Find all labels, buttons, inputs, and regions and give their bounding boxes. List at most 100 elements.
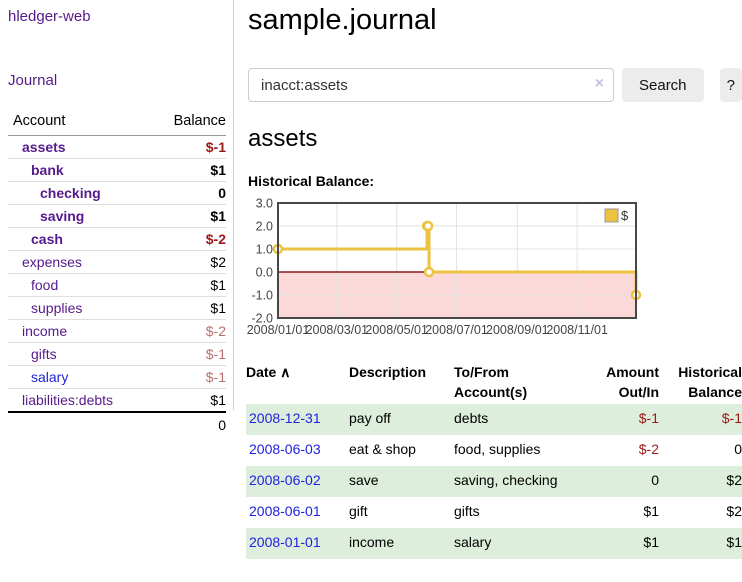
sidebar-account-link[interactable]: supplies [31, 300, 83, 316]
account-name-cell: income [8, 319, 154, 343]
date-cell: 2008-06-01 [246, 497, 349, 528]
date-header-label: Date [246, 364, 277, 380]
account-name-cell: cash [8, 227, 154, 251]
balance-column-header-register[interactable]: Historical Balance [659, 360, 742, 404]
y-tick-label: -2.0 [251, 312, 273, 326]
account-name-cell: bank [8, 158, 154, 182]
account-name-cell: checking [8, 181, 154, 205]
balance-chart-svg: 3.0 2.0 1.0 0.0 -1.0 -2.02008/01/012008/03/01… [247, 197, 642, 337]
search-button[interactable]: Search [622, 68, 704, 102]
date-column-header[interactable]: Date ∧ [246, 360, 349, 404]
balance-cell: $2 [726, 472, 742, 488]
register-table-header: Date ∧ Description To/From Account(s) Am… [246, 360, 742, 404]
sidebar-item-journal[interactable]: Journal [8, 72, 58, 89]
spacer-cell [8, 411, 154, 436]
account-balance: $-1 [205, 139, 226, 155]
description-column-header[interactable]: Description [349, 364, 427, 380]
account-name-cell: liabilities:debts [8, 388, 154, 412]
accounts-cell: salary [454, 534, 492, 550]
register-row: 2008-12-31 pay off debts $-1 $-1 [246, 404, 742, 435]
sidebar-account-link[interactable]: expenses [22, 254, 82, 270]
balance-cell: $-1 [721, 410, 742, 426]
x-tick-label: 2008/07/01 [425, 323, 488, 337]
x-tick-label: 2008/03/01 [306, 323, 369, 337]
amount-column-header[interactable]: Amount Out/In [584, 360, 659, 404]
sidebar-account-link[interactable]: checking [40, 185, 101, 201]
accounts-column-header[interactable]: To/From Account(s) [454, 360, 584, 404]
account-row: bank $1 [8, 158, 226, 182]
amount-cell: $1 [643, 534, 659, 550]
register-row: 2008-06-03 eat & shop food, supplies $-2 0 [246, 435, 742, 466]
sidebar-account-link[interactable]: income [22, 323, 68, 339]
account-row: assets $-1 [8, 136, 226, 159]
account-row: supplies $1 [8, 296, 226, 320]
clear-search-icon[interactable]: × [594, 75, 604, 92]
help-button[interactable]: ? [719, 68, 742, 102]
balance-header-line1: Historical [678, 364, 742, 380]
balance-chart: 3.0 2.0 1.0 0.0 -1.0 -2.0 2008/01/01 2008/03/01… [246, 197, 742, 344]
transaction-date-link[interactable]: 2008-06-01 [249, 503, 321, 519]
account-row: food $1 [8, 273, 226, 297]
description-cell: pay off [349, 410, 391, 426]
chart-border [277, 202, 637, 319]
accounts-total-value: 0 [153, 411, 226, 436]
account-balance: $1 [153, 204, 226, 228]
account-name-cell: gifts [8, 342, 154, 366]
date-cell: 2008-01-01 [246, 528, 349, 559]
register-row: 2008-06-01 gift gifts $1 $2 [246, 497, 742, 528]
page-title: sample.journal [248, 4, 437, 36]
transaction-date-link[interactable]: 2008-06-03 [249, 441, 321, 457]
sort-ascending-icon: ∧ [280, 364, 291, 380]
search-form: × Search ? [246, 68, 742, 102]
balance-header-line2: Balance [688, 384, 742, 400]
sidebar-account-link[interactable]: saving [40, 208, 85, 224]
account-balance: $1 [153, 273, 226, 297]
account-balance: $2 [153, 250, 226, 274]
balance-cell: 0 [734, 441, 742, 457]
search-input[interactable] [248, 68, 614, 102]
balance-cell: $2 [726, 503, 742, 519]
account-row: liabilities:debts $1 [8, 388, 226, 412]
transaction-date-link[interactable]: 2008-01-01 [249, 534, 321, 550]
search-box: × [248, 68, 614, 102]
accounts-total-row: 0 [8, 411, 226, 436]
register-row: 2008-01-01 income salary $1 $1 [246, 528, 742, 559]
accounts-header-line2: Account(s) [454, 384, 528, 400]
x-tick-label: 2008/11/01 [546, 323, 608, 337]
sidebar-account-link[interactable]: assets [22, 139, 66, 155]
sidebar-account-link[interactable]: liabilities:debts [22, 392, 114, 408]
legend-swatch [604, 208, 619, 223]
transaction-date-link[interactable]: 2008-06-02 [249, 472, 321, 488]
y-tick-label: 1.0 [256, 243, 273, 257]
account-row: expenses $2 [8, 250, 226, 274]
account-row: gifts $-1 [8, 342, 226, 366]
app-title-link[interactable]: hledger-web [8, 8, 91, 25]
sidebar-account-link[interactable]: food [31, 277, 59, 293]
account-row: income $-2 [8, 319, 226, 343]
sidebar-divider [233, 0, 234, 410]
register-row: 2008-06-02 save saving, checking 0 $2 [246, 466, 742, 497]
account-heading: assets [248, 125, 318, 152]
account-name-cell: salary [8, 365, 154, 389]
legend-label: $ [621, 208, 629, 223]
y-tick-label: 2.0 [256, 220, 273, 234]
sidebar-account-link[interactable]: gifts [31, 346, 57, 362]
date-cell: 2008-06-03 [246, 435, 349, 466]
sidebar-account-link[interactable]: salary [31, 369, 69, 385]
accounts-cell: food, supplies [454, 441, 541, 457]
account-balance: $1 [153, 158, 226, 182]
amount-header-line1: Amount [606, 364, 659, 380]
y-tick-label: 3.0 [256, 197, 273, 211]
account-name-cell: supplies [8, 296, 154, 320]
accounts-table: Account Balance assets $-1 bank $1 checking 0… [8, 110, 226, 436]
transaction-date-link[interactable]: 2008-12-31 [249, 410, 321, 426]
data-point [422, 220, 434, 232]
sidebar-account-link[interactable]: bank [31, 162, 64, 178]
x-tick-label: 2008/09/01 [486, 323, 549, 337]
account-row: saving $1 [8, 204, 226, 228]
account-balance: $1 [153, 296, 226, 320]
account-name-cell: saving [8, 204, 154, 228]
y-tick-label: -1.0 [251, 289, 273, 303]
account-balance: $-2 [153, 227, 226, 251]
sidebar-account-link[interactable]: cash [31, 231, 63, 247]
